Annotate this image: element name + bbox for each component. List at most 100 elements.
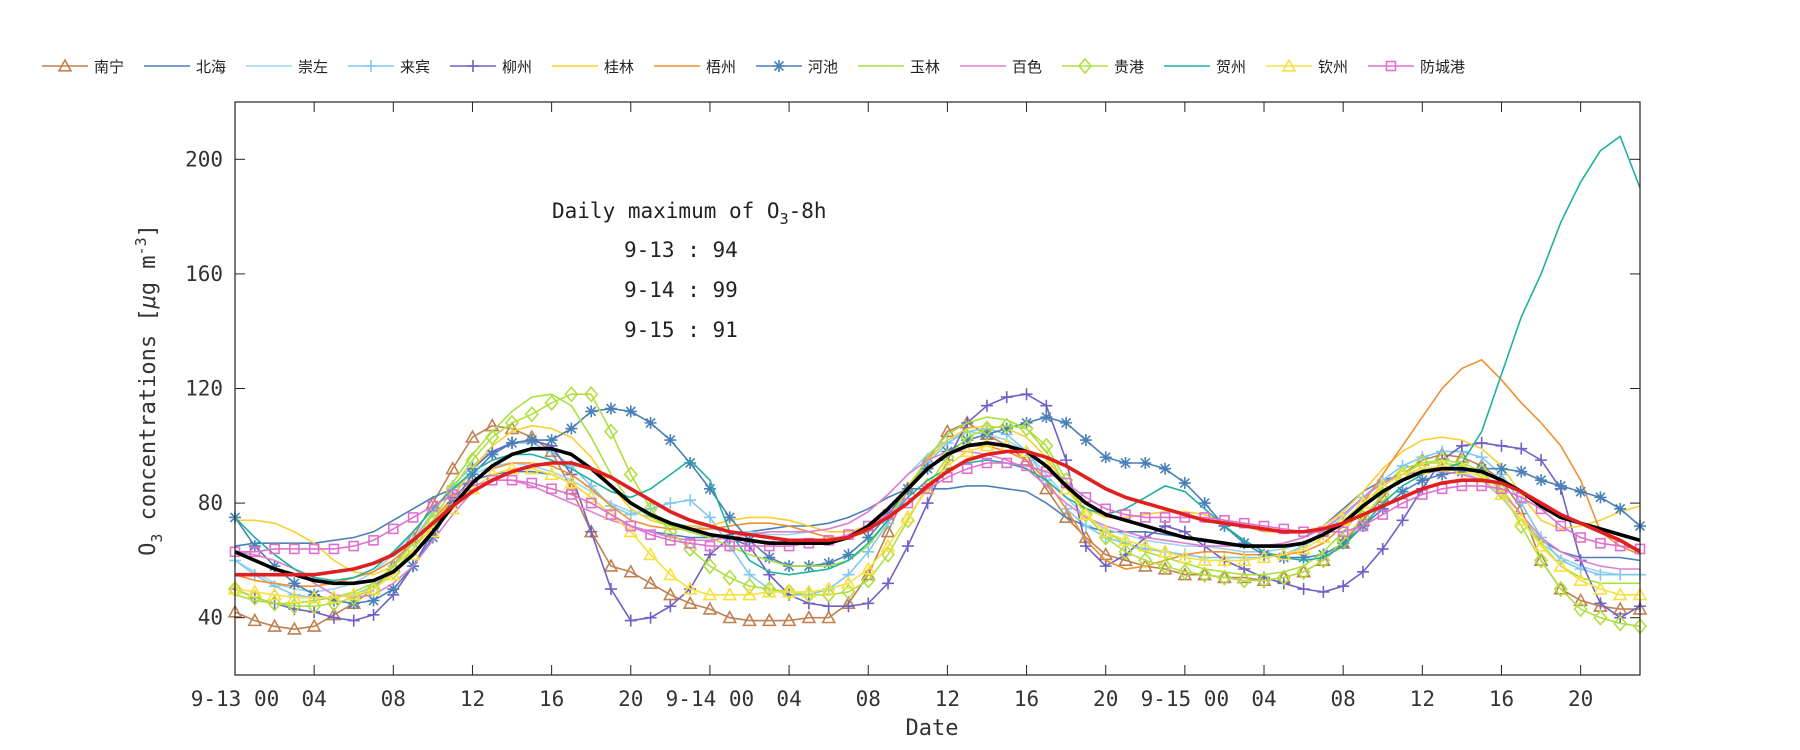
point-4-63 — [1475, 451, 1488, 464]
point-8-63 — [1475, 462, 1488, 475]
point-8-25 — [723, 511, 736, 524]
point-11-38 — [979, 420, 995, 437]
point-13-18 — [583, 489, 599, 503]
point-14-16 — [546, 483, 557, 495]
point-8-6 — [347, 597, 360, 610]
legend-marker — [773, 60, 785, 72]
point-11-68 — [1573, 600, 1588, 618]
point-13-5 — [326, 589, 342, 604]
point-14-56 — [1337, 526, 1349, 538]
x-tick-label: 08 — [856, 687, 881, 711]
point-8-61 — [1436, 468, 1449, 481]
point-11-44 — [1098, 529, 1113, 546]
x-tick-label: 04 — [1251, 687, 1276, 711]
point-8-4 — [308, 588, 321, 601]
annotation-line-1: 9-13 : 94 — [624, 238, 738, 262]
point-14-57 — [1357, 520, 1369, 532]
point-14-20 — [625, 520, 637, 532]
point-1-36 — [940, 423, 955, 438]
x-tick-label: 12 — [460, 687, 485, 711]
point-11-20 — [623, 466, 638, 483]
point-1-27 — [761, 612, 777, 627]
point-13-47 — [1157, 544, 1173, 558]
point-8-30 — [822, 557, 835, 570]
point-8-19 — [604, 402, 617, 415]
point-5-44 — [1099, 560, 1112, 573]
legend-label: 玉林 — [910, 58, 940, 76]
point-1-68 — [1573, 592, 1588, 607]
point-13-54 — [1296, 541, 1311, 555]
x-tick-label: 12 — [935, 687, 960, 711]
point-8-38 — [980, 428, 993, 441]
point-13-16 — [544, 466, 559, 481]
point-11-67 — [1553, 580, 1568, 598]
point-8-27 — [763, 551, 776, 564]
x-tick-label: 9-13 00 — [191, 687, 280, 711]
legend-item-9: 玉林 — [858, 58, 940, 76]
point-1-33 — [880, 524, 896, 538]
point-11-51 — [1237, 572, 1252, 589]
point-13-34 — [900, 509, 916, 524]
point-8-7 — [367, 594, 380, 607]
y-axis-title-end: ] — [136, 224, 161, 237]
point-13-24 — [702, 587, 718, 601]
point-14-46 — [1139, 512, 1151, 523]
point-5-65 — [1515, 442, 1528, 455]
point-5-69 — [1594, 597, 1607, 610]
point-14-37 — [961, 463, 973, 475]
point-1-67 — [1553, 581, 1569, 595]
point-4-23 — [684, 494, 697, 507]
point-1-22 — [662, 587, 678, 601]
point-4-70 — [1614, 568, 1627, 581]
point-8-43 — [1079, 434, 1092, 447]
point-11-36 — [940, 449, 955, 466]
point-11-24 — [702, 557, 717, 575]
point-13-9 — [405, 547, 421, 561]
point-14-24 — [704, 540, 716, 552]
point-5-4 — [308, 605, 321, 618]
legend-label: 百色 — [1012, 58, 1042, 76]
point-8-12 — [466, 468, 479, 481]
point-11-53 — [1276, 569, 1291, 586]
point-1-29 — [801, 610, 817, 624]
point-13-27 — [761, 584, 777, 598]
point-1-12 — [465, 429, 480, 443]
point-14-58 — [1377, 509, 1389, 520]
legend-label: 崇左 — [298, 58, 328, 76]
point-1-55 — [1316, 552, 1331, 567]
point-5-32 — [862, 597, 875, 610]
point-13-69 — [1593, 581, 1608, 595]
legend-item-6: 桂林 — [552, 58, 634, 76]
point-1-30 — [821, 610, 837, 624]
legend-label: 来宾 — [400, 58, 430, 76]
series-10 — [234, 450, 1640, 599]
point-8-37 — [961, 434, 974, 447]
point-14-10 — [427, 500, 439, 512]
y-tick-label: 80 — [198, 491, 223, 515]
point-14-15 — [526, 477, 538, 489]
point-14-5 — [328, 543, 340, 555]
point-11-40 — [1019, 420, 1034, 437]
point-13-66 — [1533, 538, 1549, 552]
point-13-53 — [1276, 547, 1292, 561]
legend-item-10: 百色 — [960, 58, 1042, 76]
point-11-18 — [584, 386, 599, 403]
point-4-32 — [862, 545, 875, 558]
point-14-22 — [665, 535, 676, 546]
point-11-25 — [722, 569, 737, 586]
point-8-20 — [624, 405, 637, 418]
x-tick-label: 04 — [776, 687, 801, 711]
y-tick-label: 200 — [185, 147, 223, 171]
legend: 南宁 北海 崇左 来宾 柳州 桂林 梧州 河池 玉林 百色 贵港 贺州 钦州 防城港 — [42, 57, 1465, 76]
x-tick-label: 20 — [618, 687, 643, 711]
point-8-17 — [565, 422, 578, 435]
point-13-38 — [979, 438, 995, 452]
point-11-11 — [445, 480, 460, 498]
point-1-24 — [702, 601, 718, 615]
point-14-47 — [1159, 512, 1171, 523]
point-8-40 — [1020, 416, 1033, 429]
point-1-2 — [267, 618, 282, 632]
point-14-14 — [506, 474, 518, 486]
legend-marker — [1077, 57, 1093, 75]
